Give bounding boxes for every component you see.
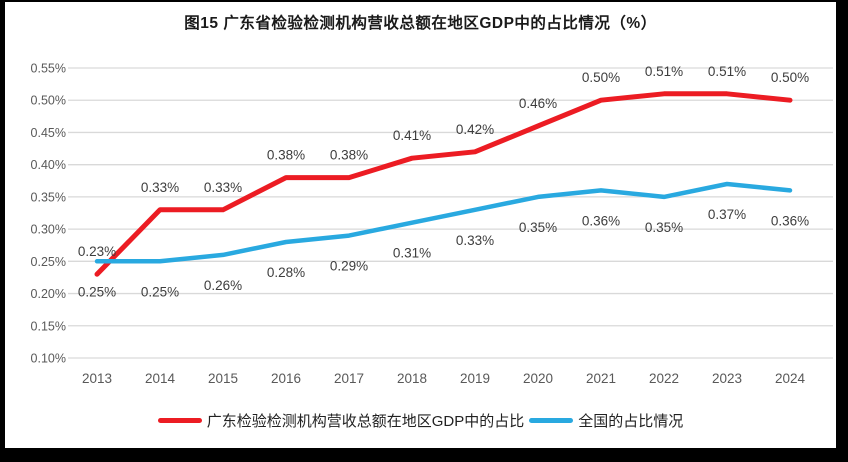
chart-title: 图15 广东省检验检测机构营收总额在地区GDP中的占比情况（%） xyxy=(184,15,657,32)
x-axis-tick-label: 2014 xyxy=(145,371,176,386)
data-point-label: 0.35% xyxy=(519,220,557,235)
x-axis-tick-label: 2013 xyxy=(82,371,112,386)
y-axis-tick-label: 0.35% xyxy=(31,190,66,204)
x-axis-tick-label: 2019 xyxy=(460,371,490,386)
data-point-label: 0.29% xyxy=(330,259,368,274)
data-point-label: 0.25% xyxy=(78,284,116,299)
x-axis-tick-label: 2018 xyxy=(397,371,427,386)
data-point-label: 0.42% xyxy=(456,122,494,137)
data-point-label: 0.37% xyxy=(708,207,746,222)
data-point-label: 0.36% xyxy=(582,213,620,228)
y-axis-tick-label: 0.40% xyxy=(31,158,66,172)
guangdong-series-line xyxy=(94,91,793,277)
data-point-label: 0.38% xyxy=(330,148,368,163)
red-legend-line-swatch xyxy=(157,418,202,423)
data-point-label: 0.50% xyxy=(771,70,809,85)
data-point-label: 0.46% xyxy=(519,96,557,111)
y-axis-tick-label: 0.45% xyxy=(31,126,66,140)
legend-label: 全国的占比情况 xyxy=(578,413,684,430)
data-point-label: 0.41% xyxy=(393,128,431,143)
data-point-label: 0.36% xyxy=(771,213,809,228)
x-axis-tick-label: 2020 xyxy=(523,371,553,386)
data-point-label: 0.23% xyxy=(78,244,116,259)
blue-legend-line-swatch xyxy=(529,418,574,423)
data-point-label: 0.33% xyxy=(204,180,242,195)
y-axis-tick-label: 0.30% xyxy=(31,223,66,237)
data-point-label: 0.25% xyxy=(141,284,179,299)
x-axis-tick-label: 2021 xyxy=(586,371,616,386)
data-point-label: 0.33% xyxy=(456,233,494,248)
y-axis-tick-label: 0.55% xyxy=(31,62,66,76)
x-axis-tick-label: 2024 xyxy=(775,371,806,386)
data-point-label: 0.28% xyxy=(267,265,305,280)
data-point-label: 0.50% xyxy=(582,70,620,85)
legend-item[interactable]: 广东检验检测机构营收总额在地区GDP中的占比 xyxy=(157,410,525,431)
data-point-label: 0.33% xyxy=(141,180,179,195)
y-axis-tick-label: 0.10% xyxy=(31,352,66,366)
data-point-label: 0.26% xyxy=(204,278,242,293)
legend-label: 广东检验检测机构营收总额在地区GDP中的占比 xyxy=(206,413,525,430)
data-point-label: 0.38% xyxy=(267,148,305,163)
x-axis-tick-label: 2022 xyxy=(649,371,679,386)
data-point-label: 0.31% xyxy=(393,246,431,261)
x-axis-tick-label: 2015 xyxy=(208,371,238,386)
y-axis-tick-label: 0.25% xyxy=(31,255,66,269)
x-axis-tick-label: 2017 xyxy=(334,371,364,386)
x-axis-tick-label: 2016 xyxy=(271,371,301,386)
y-axis-tick-label: 0.15% xyxy=(31,319,66,333)
national-series-line xyxy=(94,181,793,264)
data-point-label: 0.51% xyxy=(708,64,746,79)
y-axis-tick-label: 0.20% xyxy=(31,287,66,301)
y-axis-tick-label: 0.50% xyxy=(31,94,66,108)
data-point-label: 0.35% xyxy=(645,220,683,235)
x-axis-tick-label: 2023 xyxy=(712,371,742,386)
data-point-label: 0.51% xyxy=(645,64,683,79)
legend-item[interactable]: 全国的占比情况 xyxy=(529,410,683,431)
chart-legend: 广东检验检测机构营收总额在地区GDP中的占比 全国的占比情况 xyxy=(5,410,836,431)
